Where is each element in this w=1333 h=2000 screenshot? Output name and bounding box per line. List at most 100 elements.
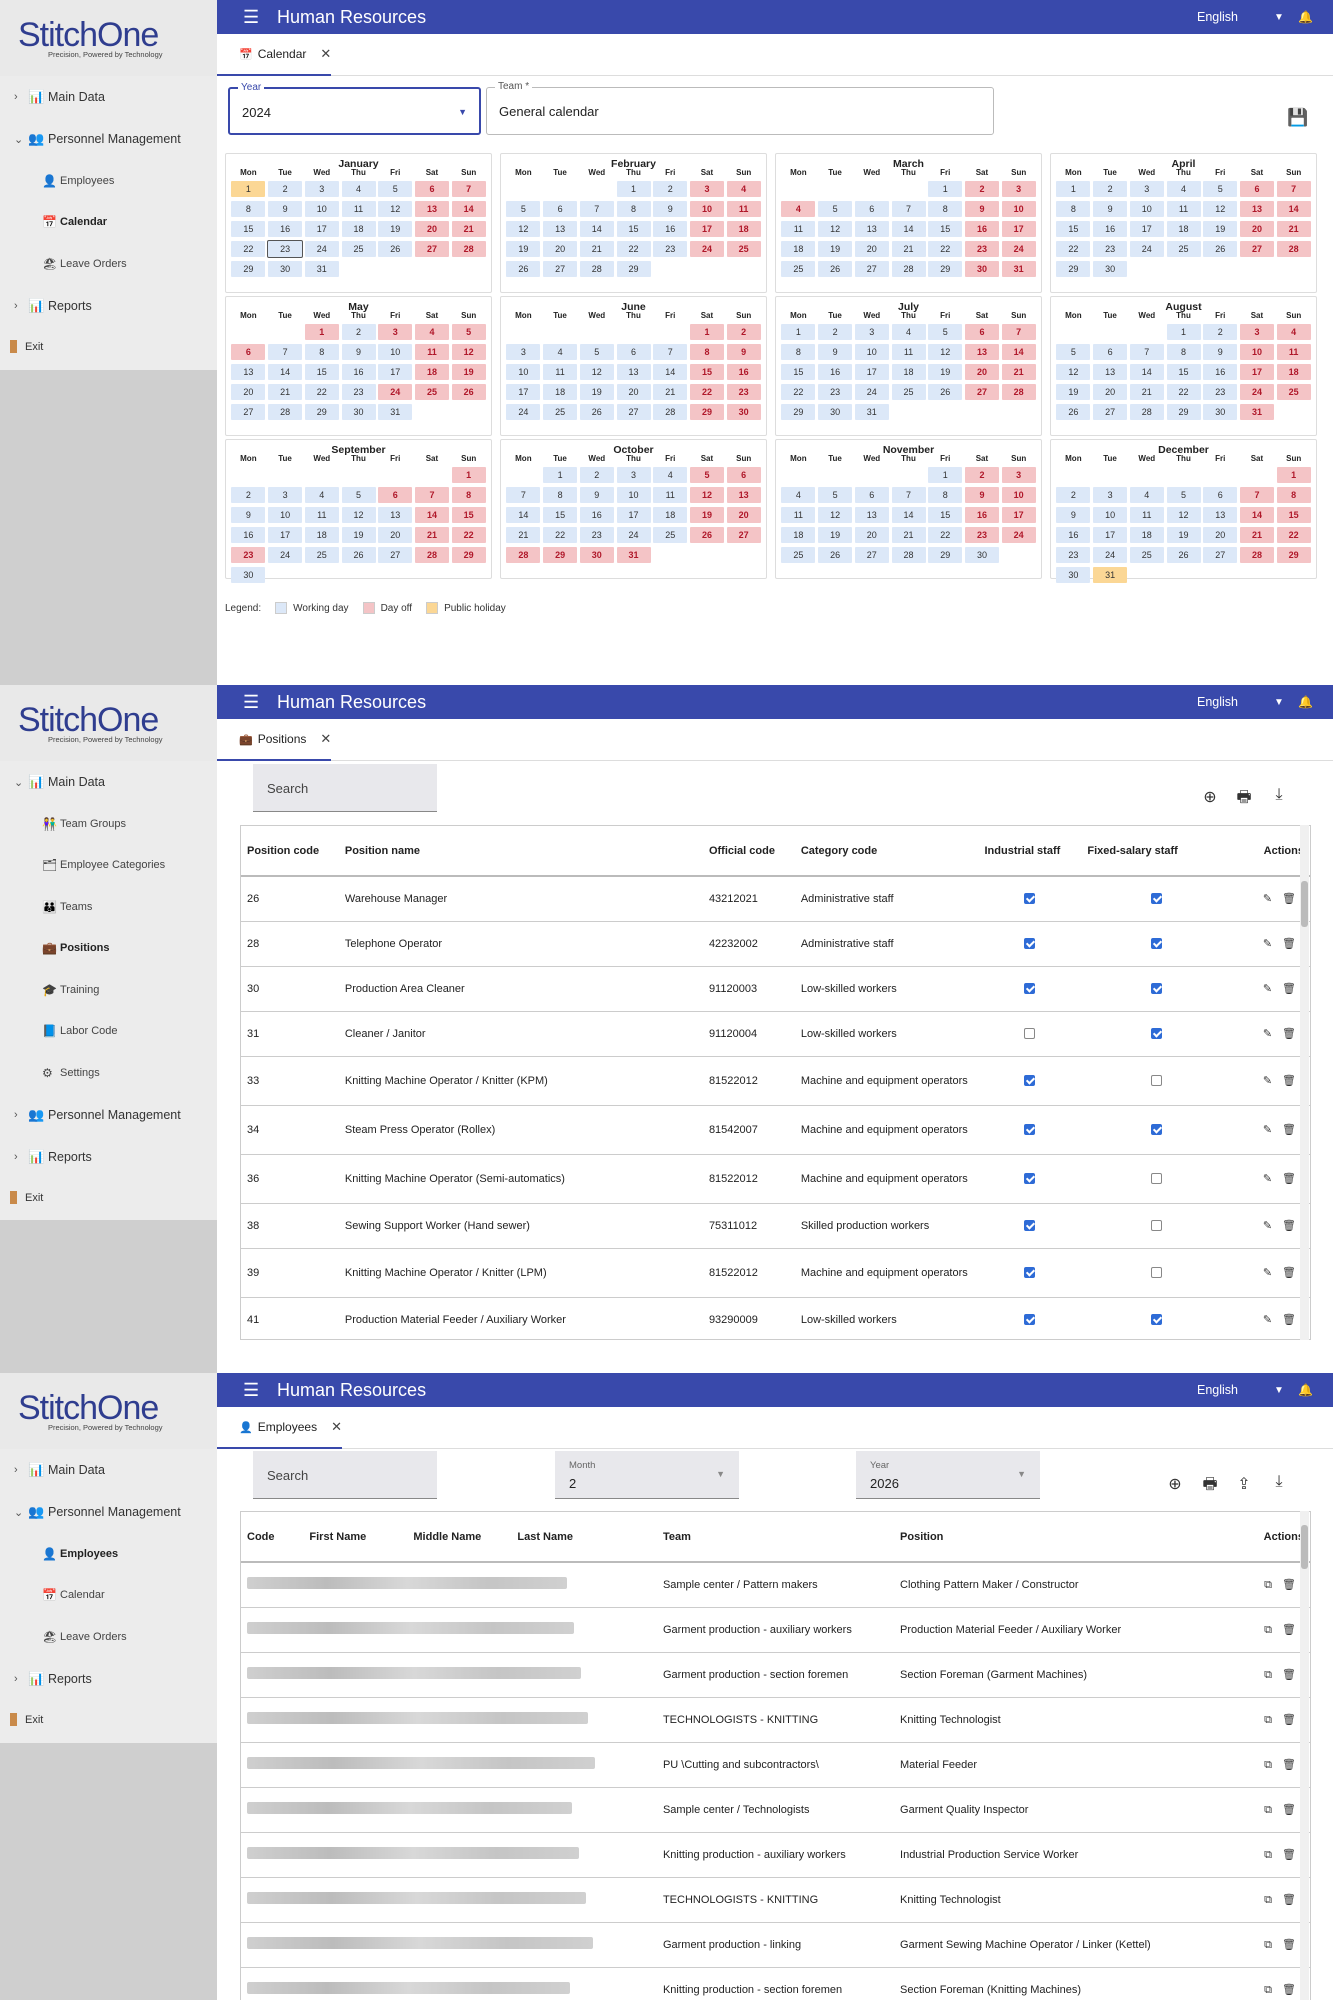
calendar-day[interactable]: 5 [817, 199, 854, 219]
calendar-day[interactable]: 15 [303, 362, 340, 382]
tab-positions[interactable]: 💼 Positions ✕ [217, 719, 332, 761]
sidebar-item-reports[interactable]: › 📊 Reports [14, 297, 92, 313]
calendar-day[interactable]: 14 [414, 505, 451, 525]
calendar-day[interactable]: 6 [1239, 179, 1276, 199]
sidebar-item-leave-orders[interactable]: 🏖 Leave Orders [42, 256, 127, 271]
calendar-day[interactable]: 27 [1202, 545, 1239, 565]
calendar-day[interactable]: 22 [542, 525, 579, 545]
calendar-day[interactable]: 5 [505, 199, 542, 219]
calendar-day[interactable]: 13 [853, 505, 890, 525]
calendar-day[interactable]: 28 [414, 545, 451, 565]
calendar-day[interactable]: 11 [303, 505, 340, 525]
calendar-day[interactable]: 25 [780, 259, 817, 279]
calendar-day[interactable]: 21 [1239, 525, 1276, 545]
sidebar-item-employees[interactable]: 👤 Employees [42, 173, 115, 188]
calendar-day[interactable]: 23 [267, 239, 304, 259]
calendar-day[interactable]: 3 [689, 179, 726, 199]
calendar-day[interactable]: 31 [1239, 402, 1276, 422]
calendar-day[interactable]: 18 [890, 362, 927, 382]
fixed-salary-checkbox[interactable] [1150, 1124, 1162, 1136]
sidebar-item-main-data[interactable]: ⌄ 📊 Main Data [14, 774, 105, 789]
calendar-day[interactable]: 16 [817, 362, 854, 382]
calendar-day[interactable]: 23 [1092, 239, 1129, 259]
calendar-day[interactable]: 9 [725, 342, 762, 362]
calendar-day[interactable]: 7 [1000, 322, 1037, 342]
calendar-day[interactable]: 10 [1128, 199, 1165, 219]
table-row[interactable]: TECHNOLOGISTS - KNITTING Knitting Technol… [241, 1697, 1310, 1743]
calendar-day[interactable]: 23 [817, 382, 854, 402]
calendar-day[interactable]: 28 [1239, 545, 1276, 565]
calendar-day[interactable]: 30 [725, 402, 762, 422]
calendar-day[interactable]: 15 [615, 219, 652, 239]
hamburger-icon[interactable]: ☰ [243, 1379, 260, 1400]
table-scrollbar[interactable] [1300, 1511, 1309, 2000]
calendar-day[interactable]: 21 [414, 525, 451, 545]
calendar-day[interactable]: 29 [1275, 545, 1312, 565]
fixed-salary-checkbox[interactable] [1150, 938, 1162, 950]
calendar-day[interactable]: 26 [927, 382, 964, 402]
calendar-day[interactable]: 20 [1092, 382, 1129, 402]
sidebar-item-personnel[interactable]: › 👥 Personnel Management [14, 1106, 181, 1122]
calendar-day[interactable]: 24 [1239, 382, 1276, 402]
calendar-day[interactable]: 22 [450, 525, 487, 545]
calendar-day[interactable]: 4 [542, 342, 579, 362]
calendar-day[interactable]: 12 [817, 219, 854, 239]
calendar-day[interactable]: 14 [1000, 342, 1037, 362]
calendar-day[interactable]: 24 [853, 382, 890, 402]
edit-icon[interactable]: ✎ [1262, 1173, 1273, 1185]
calendar-day[interactable]: 2 [1092, 179, 1129, 199]
calendar-day[interactable]: 27 [1092, 402, 1129, 422]
calendar-day[interactable]: 9 [578, 485, 615, 505]
calendar-day[interactable]: 15 [927, 505, 964, 525]
calendar-day[interactable]: 12 [340, 505, 377, 525]
calendar-day[interactable]: 14 [578, 219, 615, 239]
calendar-day[interactable]: 8 [689, 342, 726, 362]
team-field[interactable]: Team * General calendar [486, 81, 994, 135]
calendar-day[interactable]: 3 [1000, 179, 1037, 199]
delete-icon[interactable]: 🗑 [1282, 1028, 1296, 1040]
calendar-day[interactable]: 12 [1202, 199, 1239, 219]
calendar-day[interactable]: 21 [505, 525, 542, 545]
calendar-day[interactable]: 26 [450, 382, 487, 402]
calendar-day[interactable]: 26 [377, 239, 414, 259]
calendar-day[interactable]: 15 [1055, 219, 1092, 239]
calendar-day[interactable]: 24 [505, 402, 542, 422]
delete-icon[interactable]: 🗑 [1282, 893, 1296, 906]
calendar-day[interactable]: 26 [1165, 545, 1202, 565]
calendar-day[interactable]: 17 [615, 505, 652, 525]
column-header[interactable]: Fixed-salary staff [1081, 826, 1232, 877]
calendar-day[interactable]: 30 [267, 259, 304, 279]
calendar-day[interactable]: 24 [377, 382, 414, 402]
calendar-day[interactable]: 18 [1275, 362, 1312, 382]
industrial-checkbox[interactable] [1024, 893, 1036, 905]
calendar-day[interactable]: 13 [414, 199, 451, 219]
calendar-day[interactable]: 28 [1000, 382, 1037, 402]
calendar-day[interactable]: 1 [927, 465, 964, 485]
calendar-day[interactable]: 17 [1000, 505, 1037, 525]
calendar-day[interactable]: 6 [1202, 485, 1239, 505]
calendar-day[interactable]: 19 [578, 382, 615, 402]
calendar-day[interactable]: 11 [725, 199, 762, 219]
calendar-day[interactable]: 19 [1055, 382, 1092, 402]
calendar-day[interactable]: 17 [1000, 219, 1037, 239]
calendar-day[interactable]: 11 [652, 485, 689, 505]
calendar-day[interactable]: 10 [303, 199, 340, 219]
calendar-day[interactable]: 21 [1128, 382, 1165, 402]
calendar-day[interactable]: 20 [853, 239, 890, 259]
calendar-day[interactable]: 25 [340, 239, 377, 259]
calendar-day[interactable]: 12 [1055, 362, 1092, 382]
calendar-day[interactable]: 16 [652, 219, 689, 239]
close-icon[interactable]: ✕ [320, 731, 332, 746]
calendar-day[interactable]: 18 [340, 219, 377, 239]
calendar-day[interactable]: 16 [725, 362, 762, 382]
calendar-day[interactable]: 10 [1239, 342, 1276, 362]
calendar-day[interactable]: 4 [414, 322, 451, 342]
calendar-day[interactable]: 18 [542, 382, 579, 402]
fixed-salary-checkbox[interactable] [1150, 1314, 1162, 1326]
calendar-day[interactable]: 23 [340, 382, 377, 402]
calendar-day[interactable]: 4 [1275, 322, 1312, 342]
sidebar-item-main-data[interactable]: › 📊 Main Data [14, 89, 105, 104]
calendar-day[interactable]: 22 [780, 382, 817, 402]
calendar-day[interactable]: 20 [230, 382, 267, 402]
calendar-day[interactable]: 3 [505, 342, 542, 362]
